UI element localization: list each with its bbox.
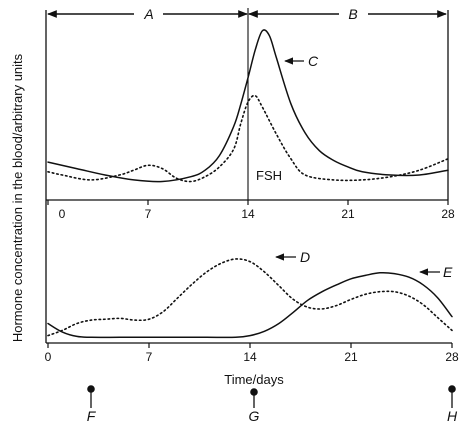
bottom-tick-label-28: 28: [445, 350, 459, 364]
top-tick-label-21: 21: [341, 207, 355, 221]
marker-f-label: F: [87, 408, 97, 423]
marker-f: F: [87, 385, 97, 423]
series-c-line: [47, 29, 449, 183]
d-label: D: [300, 249, 310, 265]
marker-g-dot: [250, 388, 258, 396]
c-label: C: [308, 53, 319, 69]
phase-b-label: B: [348, 6, 357, 22]
top-tick-label-7: 7: [145, 207, 152, 221]
bottom-tick-label-14: 14: [243, 350, 257, 364]
bottom-tick-label-0: 0: [45, 350, 52, 364]
top-x-ticks: 0 7 14 21 28: [47, 200, 455, 221]
series-d-line: [47, 258, 453, 337]
marker-g-label: G: [249, 408, 260, 423]
marker-h-dot: [448, 385, 456, 393]
bottom-series: [47, 258, 453, 339]
marker-g: G: [249, 388, 260, 423]
marker-f-dot: [87, 385, 95, 393]
bottom-x-ticks: 0 7 14 21 28: [45, 343, 459, 364]
phase-arrows: A B: [47, 6, 447, 22]
bottom-tick-label-7: 7: [146, 350, 153, 364]
series-e-line: [47, 271, 453, 339]
top-tick-label-28: 28: [441, 207, 455, 221]
x-axis-title: Time/days: [224, 372, 284, 387]
y-axis-title: Hormone concentration in the blood/arbit…: [10, 53, 25, 342]
top-tick-label-14: 14: [241, 207, 255, 221]
fsh-label: FSH: [256, 168, 282, 183]
series-fsh-line: [47, 94, 449, 183]
marker-h: H: [447, 385, 458, 423]
marker-h-label: H: [447, 408, 458, 423]
top-series: [47, 29, 449, 183]
bottom-panel-axes: [45, 200, 452, 344]
phase-a-label: A: [143, 6, 153, 22]
bottom-tick-label-21: 21: [344, 350, 358, 364]
top-panel-axes: [45, 8, 449, 201]
e-label: E: [443, 264, 453, 280]
top-tick-label-0: 0: [59, 207, 66, 221]
